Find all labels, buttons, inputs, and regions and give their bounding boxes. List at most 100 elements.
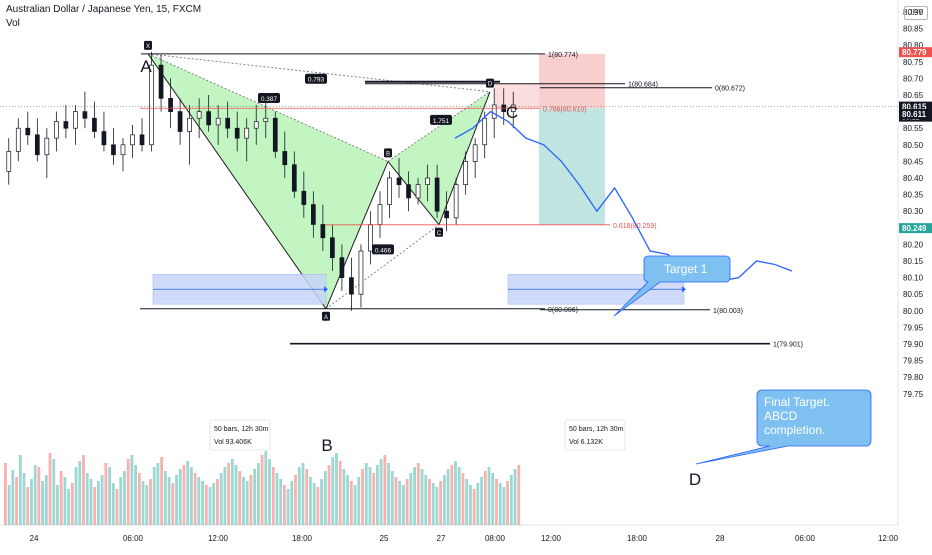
candle-body <box>244 127 250 139</box>
symbol-title: Australian Dollar / Japanese Yen, 15, FX… <box>6 4 202 15</box>
fib-level-label: 1(80.003) <box>713 308 743 315</box>
volume-bar <box>480 477 483 525</box>
fib-level-label: 0(80.672) <box>715 86 745 93</box>
time-tick-label: 28 <box>716 534 725 543</box>
volume-bar <box>130 455 134 525</box>
ratio-badge <box>305 73 327 84</box>
volume-bar <box>357 477 361 525</box>
range-measure-volume-text: Vol 93.406K <box>214 439 252 446</box>
volume-bar <box>286 489 290 525</box>
volume-bar <box>428 479 431 525</box>
price-tick-label: 80.00 <box>903 307 924 316</box>
xab-triangle <box>148 53 388 309</box>
price-tick-label: 80.20 <box>903 240 924 249</box>
target-1-callout: Target 1 <box>613 255 731 317</box>
volume-bar <box>483 471 487 525</box>
volume-bar <box>190 467 193 525</box>
price-axis-bg <box>898 0 932 550</box>
volume-bar <box>126 459 130 525</box>
candle-body <box>139 134 145 146</box>
volume-bar <box>331 457 335 525</box>
price-tick-label: 79.75 <box>903 390 924 399</box>
candle-body <box>225 117 231 129</box>
volume-bar <box>175 475 178 525</box>
candle-body <box>92 117 97 132</box>
volume-bar <box>353 485 357 525</box>
candle-body <box>120 144 126 156</box>
volume-bar <box>242 477 245 525</box>
volume-bar <box>338 461 342 525</box>
fib-level-label: 0(80.006) <box>548 307 578 314</box>
volume-bar <box>48 453 52 525</box>
volume-bar <box>4 463 7 525</box>
volume-bar <box>498 483 502 525</box>
volume-bar <box>439 481 443 525</box>
volume-bar <box>476 483 480 525</box>
volume-bar <box>264 451 268 525</box>
volume-bar <box>201 481 204 525</box>
range-measure-label: 50 bars, 12h 30m Vol 93.406K <box>209 419 271 451</box>
pattern-point-marker <box>144 40 152 50</box>
price-tick-label: 80.30 <box>903 207 924 216</box>
volume-bar <box>387 463 390 525</box>
price-tick-label: 80.10 <box>903 274 924 283</box>
volume-bar <box>219 473 223 525</box>
price-tick-label: 80.90 <box>903 8 924 17</box>
pattern-ratio-line <box>147 53 491 93</box>
range-measure-label: 50 bars, 12h 30m Vol 6.132K <box>564 419 626 451</box>
candle-body <box>111 144 116 156</box>
volume-bar <box>469 485 472 525</box>
volume-bar <box>290 481 294 525</box>
volume-bar <box>502 487 506 525</box>
candle-body <box>434 177 440 212</box>
candle-body <box>444 210 449 219</box>
volume-bar <box>416 463 420 525</box>
candle-body <box>320 224 326 239</box>
range-measure-label-bg <box>564 419 626 451</box>
price-tick-label: 80.45 <box>903 157 924 166</box>
candle-body <box>253 121 259 129</box>
candle-body <box>63 121 69 129</box>
volume-bar <box>204 485 208 525</box>
volume-bar <box>342 469 346 525</box>
volume-bar <box>178 469 182 525</box>
volume-bar <box>253 469 257 525</box>
volume-indicator-label[interactable]: Vol <box>6 18 20 29</box>
volume-bar <box>260 455 264 525</box>
candle-body <box>406 184 411 199</box>
time-tick-label: 12:00 <box>541 534 562 543</box>
candle-body <box>206 111 211 126</box>
volume-bar <box>372 473 376 525</box>
volume-bar <box>256 463 260 525</box>
volume-bar <box>301 463 305 525</box>
volume-bar <box>216 479 219 525</box>
pattern-ratio-line <box>325 224 440 310</box>
candle-body <box>168 97 173 112</box>
volume-bar <box>156 463 160 525</box>
price-tick-label: 80.65 <box>903 91 924 100</box>
volume-bar <box>297 467 301 525</box>
volume-bar <box>193 473 197 525</box>
volume-bar <box>18 455 22 525</box>
volume-bar <box>383 455 387 525</box>
volume-bar <box>152 467 156 525</box>
entry-zone <box>494 83 539 109</box>
candle-body <box>396 177 402 185</box>
price-tick-label: 80.70 <box>903 74 924 83</box>
target-1-callout-box <box>613 255 731 317</box>
pattern-point-label: D <box>488 82 493 88</box>
point-c-label: C <box>506 103 518 122</box>
volume-bar <box>115 489 119 525</box>
volume-bar <box>137 473 141 525</box>
volume-bar <box>97 481 100 525</box>
price-tick-label: 80.35 <box>903 191 924 200</box>
volume-bar <box>104 463 108 525</box>
volume-bar <box>197 477 201 525</box>
currency-badge[interactable]: JPY <box>904 6 928 20</box>
volume-bar <box>59 471 63 525</box>
range-measure-bars-text: 50 bars, 12h 30m <box>214 426 269 433</box>
pattern-point-label: A <box>324 315 328 321</box>
price-tick-label: 79.85 <box>903 357 924 366</box>
